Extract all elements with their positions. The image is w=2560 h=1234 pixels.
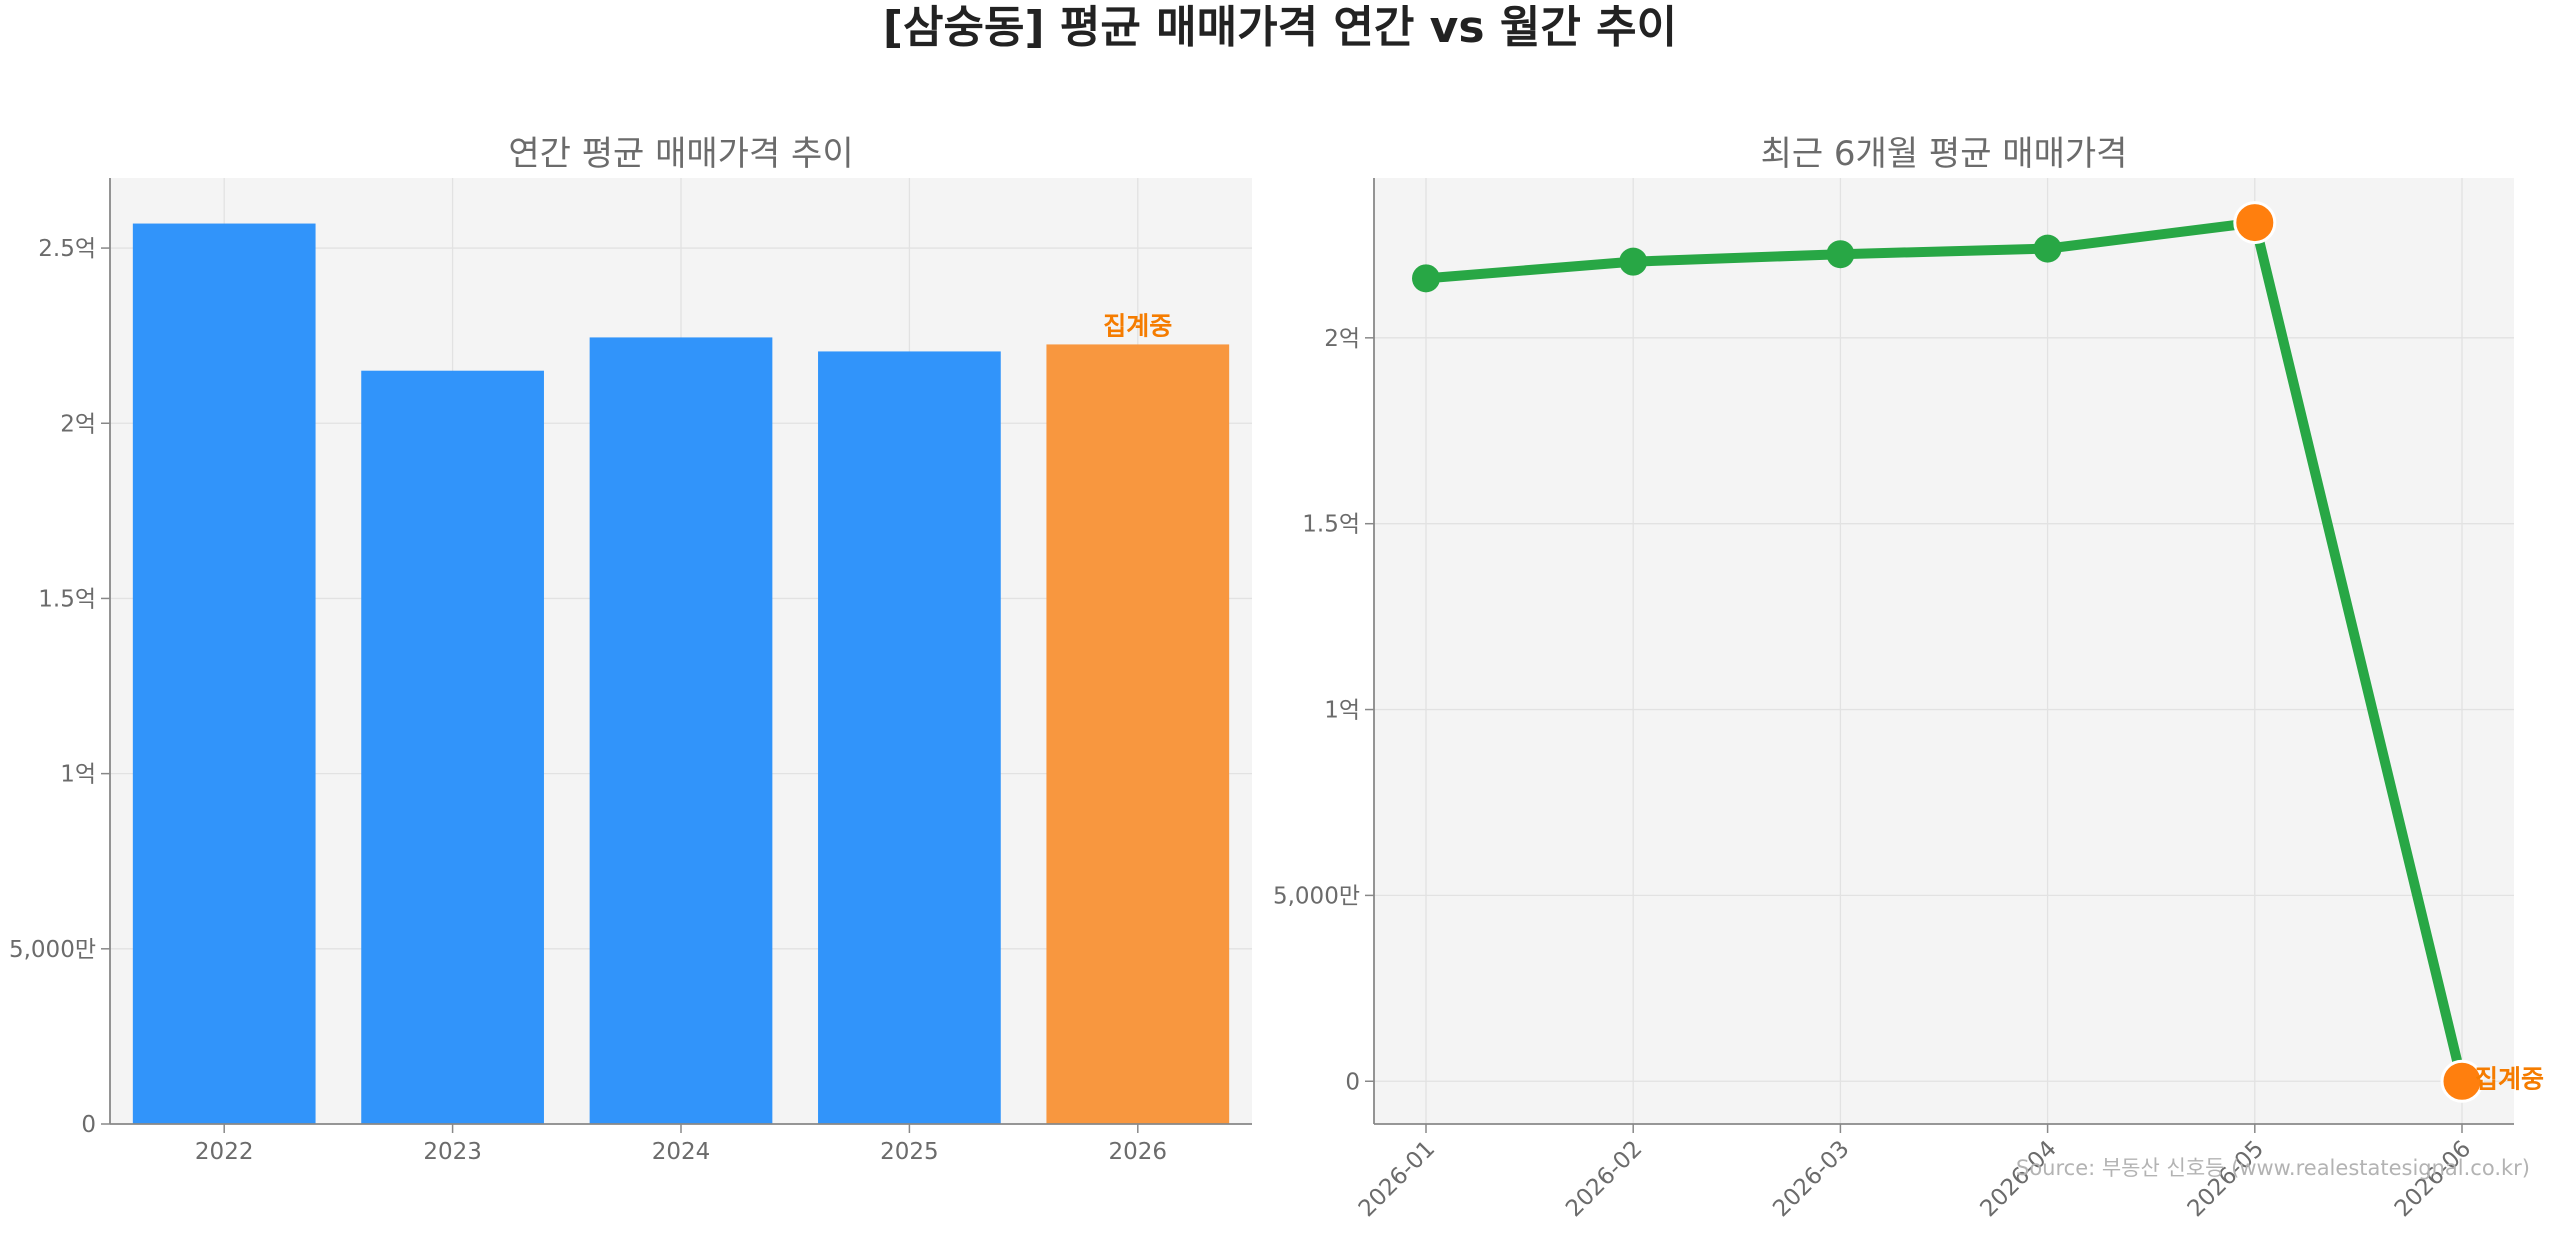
monthly-data-point bbox=[1619, 247, 1648, 276]
monthly-y-tick-label: 0 bbox=[1345, 1069, 1360, 1095]
annual-y-ticks: 0 5,000만 1억 1.5억 2억 2.5억 bbox=[9, 236, 110, 1138]
monthly-x-tick-label: 2026-03 bbox=[1768, 1136, 1854, 1222]
monthly-plot-area bbox=[1374, 178, 2514, 1124]
annual-y-tick-label: 2억 bbox=[60, 411, 96, 437]
monthly-data-point bbox=[1412, 264, 1440, 293]
monthly-chart-title: 최근 6개월 평균 매매가격 bbox=[1761, 134, 2128, 174]
annual-chart-title: 연간 평균 매매가격 추이 bbox=[508, 134, 853, 174]
annual-x-tick-label: 2026 bbox=[1109, 1139, 1168, 1165]
monthly-series bbox=[1421, 217, 2467, 1087]
monthly-highlight-point bbox=[2440, 1059, 2484, 1103]
annual-y-tick-label: 5,000만 bbox=[9, 937, 96, 963]
annual-x-ticks: 2022 2023 2024 2025 2026 bbox=[195, 1124, 1167, 1165]
source-credit: Source: 부동산 신호등 (www.realestatesignal.co… bbox=[2016, 1156, 2530, 1180]
monthly-y-tick-label: 5,000만 bbox=[1273, 883, 1360, 909]
annual-y-tick-label: 1억 bbox=[60, 762, 96, 788]
annual-bar-2026 bbox=[1046, 344, 1230, 1125]
monthly-x-tick-label: 2026-02 bbox=[1561, 1136, 1647, 1222]
figure-title: [삼숭동] 평균 매매가격 연간 vs 월간 추이 bbox=[883, 2, 1677, 53]
monthly-data-point bbox=[2033, 234, 2062, 263]
annual-bars bbox=[132, 223, 1230, 1125]
annual-x-tick-label: 2023 bbox=[423, 1139, 482, 1165]
annual-x-tick-label: 2024 bbox=[652, 1139, 711, 1165]
annual-bar-2022 bbox=[132, 223, 316, 1124]
monthly-series-line bbox=[1421, 217, 2467, 1087]
monthly-y-ticks: 0 5,000만 1억 1.5억 2억 bbox=[1273, 326, 1374, 1095]
monthly-highlight-point bbox=[2233, 201, 2277, 245]
monthly-y-tick-label: 1억 bbox=[1324, 698, 1360, 724]
monthly-annotation: 집계중 bbox=[2475, 1064, 2544, 1093]
annual-x-tick-label: 2022 bbox=[195, 1139, 254, 1165]
annual-annotation-label: 집계중 bbox=[1103, 311, 1172, 340]
annual-annotation: 집계중 bbox=[1103, 311, 1172, 340]
annual-y-tick-label: 0 bbox=[81, 1112, 96, 1138]
annual-bar-2023 bbox=[361, 370, 544, 1124]
annual-y-tick-label: 1.5억 bbox=[38, 586, 96, 612]
annual-bar-2024 bbox=[589, 337, 773, 1124]
monthly-y-tick-label: 2억 bbox=[1324, 326, 1360, 352]
monthly-grid bbox=[1374, 178, 2514, 1124]
monthly-data-point bbox=[1826, 240, 1855, 269]
monthly-x-tick-label: 2026-01 bbox=[1354, 1136, 1440, 1222]
annual-bar-chart: 0 5,000만 1억 1.5억 2억 2.5억 2022 2023 2024 2025 2026… bbox=[9, 134, 1252, 1165]
annual-y-tick-label: 2.5억 bbox=[38, 236, 96, 262]
annual-bar-2025 bbox=[818, 351, 1001, 1124]
monthly-points bbox=[1412, 201, 2484, 1103]
monthly-y-tick-label: 1.5억 bbox=[1302, 512, 1360, 538]
annual-x-tick-label: 2025 bbox=[880, 1139, 939, 1165]
monthly-annotation-label: 집계중 bbox=[2475, 1064, 2544, 1093]
